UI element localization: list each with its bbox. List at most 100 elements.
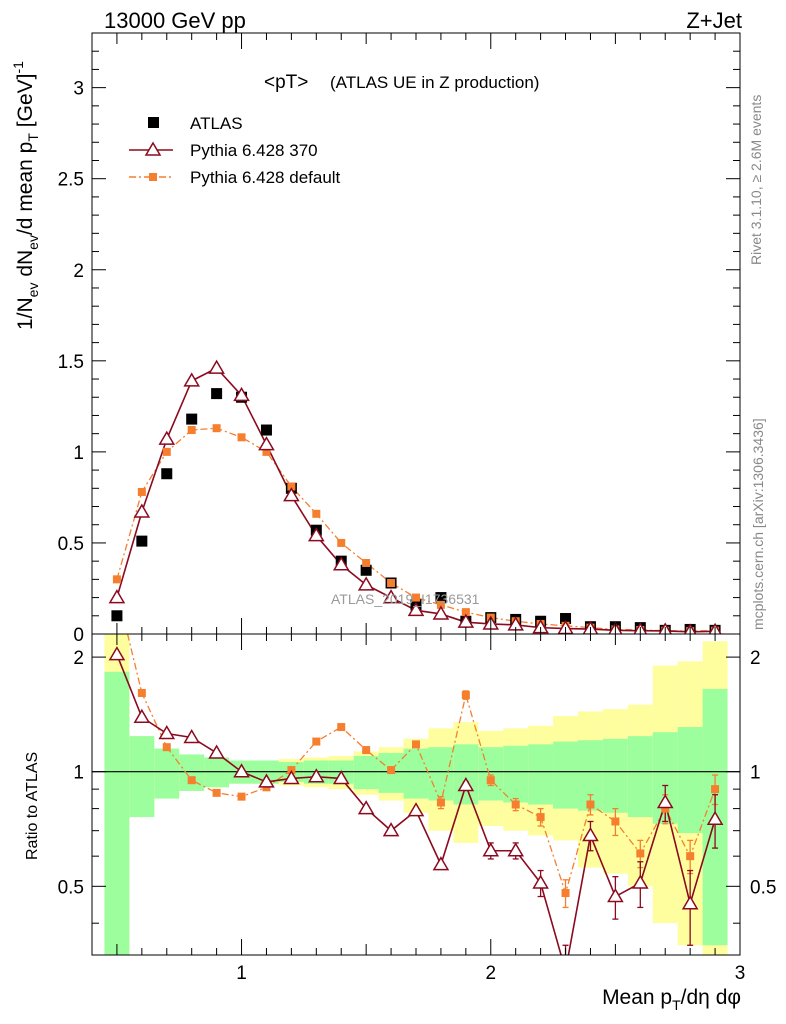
mc2-point: [362, 558, 371, 567]
mc2-point: [262, 447, 271, 456]
plot-title-main: <pT>: [264, 72, 308, 93]
atlas-point: [136, 535, 148, 547]
mc1-ratio-point: [432, 856, 450, 871]
mc1-ratio-point: [706, 810, 724, 826]
ratio-y-tick-label: 0.5: [58, 877, 84, 898]
mc2-point: [461, 608, 470, 617]
mc1-point: [407, 601, 425, 617]
mc2-point: [162, 447, 171, 456]
ratio-band-inner: [627, 736, 653, 818]
mc2-ratio-point: [511, 800, 520, 809]
ratio-band-inner: [204, 757, 230, 788]
mc2-ratio-point: [312, 737, 321, 746]
mc2-point: [212, 424, 221, 433]
mc2-ratio-point: [611, 817, 620, 826]
mc1-point: [233, 386, 250, 402]
mc2-point: [436, 600, 445, 609]
atlas-point: [211, 388, 223, 400]
mc1-point: [258, 436, 275, 451]
ratio-band-inner: [677, 727, 703, 834]
mc2-ratio-point: [412, 740, 420, 749]
ratio-plot-marks: [108, 634, 724, 976]
legend-mc2-label: Pythia 6.428 default: [190, 168, 341, 187]
ratio-band-inner: [403, 748, 429, 799]
ratio-band-inner: [428, 747, 454, 801]
mc1-ratio-point: [183, 728, 200, 744]
mc1-ratio-point: [308, 768, 325, 783]
ratio-panel: 0.5 0.5 1 1 2 2 1 2 3: [58, 633, 776, 984]
x-tick-label: 3: [735, 963, 746, 984]
ratio-band-inner: [353, 755, 379, 790]
mc1-point: [208, 359, 225, 374]
mc1-ratio-point: [382, 822, 400, 837]
mc1-ratio-point: [332, 769, 350, 785]
ratio-band-inner: [104, 671, 130, 955]
mc2-point: [112, 575, 121, 584]
mc2-ratio-point: [162, 743, 171, 752]
mc2-ratio-point: [337, 723, 346, 732]
mc1-ratio-point: [559, 964, 573, 976]
atlas-point: [560, 613, 572, 625]
ratio-y-tick-label: 1: [73, 763, 84, 784]
mc2-ratio-point: [436, 798, 445, 807]
mc2-ratio-point: [561, 889, 570, 898]
mc2-ratio-point: [387, 766, 396, 775]
ratio-y-tick-label-right: 1: [750, 763, 761, 784]
mc2-point: [287, 482, 296, 491]
ratio-band-inner: [553, 741, 578, 809]
mc1-point: [357, 576, 375, 591]
ratio-uncertainty-bands: [92, 634, 740, 955]
mc2-ratio-point: [486, 776, 495, 785]
mc1-point: [158, 430, 176, 445]
mc1-point: [108, 589, 126, 604]
mc2-ratio-point: [212, 788, 221, 797]
plot-title-sub: (ATLAS UE in Z production): [330, 73, 539, 92]
mc2-ratio-point: [362, 746, 371, 755]
main-y-tick-label: 1.5: [58, 352, 84, 373]
mc1-ratio-point: [507, 842, 524, 857]
energy-label: 13000 GeV pp: [104, 8, 246, 33]
atlas-point: [260, 424, 272, 436]
mc1-ratio-point: [258, 773, 275, 788]
mc1-ratio-point: [582, 826, 599, 842]
mc2-point: [137, 487, 146, 496]
ratio-y-tick-label: 2: [73, 648, 84, 669]
main-y-tick-label: 3: [73, 79, 84, 100]
mc1-ratio-point: [681, 895, 699, 910]
ratio-band-inner: [478, 747, 504, 801]
mc1-ratio-point: [407, 802, 425, 817]
ratio-band-inner: [503, 745, 529, 803]
ratio-band-inner: [179, 754, 205, 791]
mc2-point: [312, 509, 321, 518]
legend-mc2-marker: [149, 173, 157, 181]
mc1-point: [133, 503, 151, 518]
mc2-point: [387, 579, 396, 588]
main-plot-marks: [108, 359, 722, 634]
mc2-ratio-point: [187, 776, 196, 785]
mc1-ratio-point: [233, 763, 250, 778]
plot-title: <pT> (ATLAS UE in Z production): [264, 72, 539, 93]
atlas-point: [111, 610, 123, 622]
mc2-ratio-point: [661, 804, 670, 813]
mc1-point: [432, 605, 450, 620]
y-axis-label-ratio: Ratio to ATLAS: [24, 752, 41, 860]
mc1-ratio-point: [656, 794, 674, 809]
main-y-tick-label: 0.5: [58, 534, 84, 555]
legend-atlas-label: ATLAS: [190, 114, 243, 133]
mc1-ratio-point: [133, 708, 151, 724]
mc2-ratio-point: [137, 688, 146, 697]
mc1-ratio-point: [532, 874, 549, 889]
main-y-tick-label: 2.5: [58, 170, 84, 191]
ratio-band-inner: [528, 744, 554, 805]
main-panel: 0 0.5 1 1.5 2 2.5 3: [58, 32, 741, 646]
ratio-band-inner: [453, 744, 479, 805]
mc2-ratio-point: [586, 800, 595, 809]
mc1-ratio-point: [457, 777, 475, 792]
mc2-ratio-point: [461, 691, 470, 700]
ratio-band-inner: [602, 738, 628, 813]
mc1-ratio-point: [108, 646, 126, 661]
ratio-y-tick-label-right: 2: [750, 648, 761, 669]
mc2-point: [237, 433, 246, 442]
x-axis-label: Mean pT/dη dφ: [602, 986, 741, 1013]
